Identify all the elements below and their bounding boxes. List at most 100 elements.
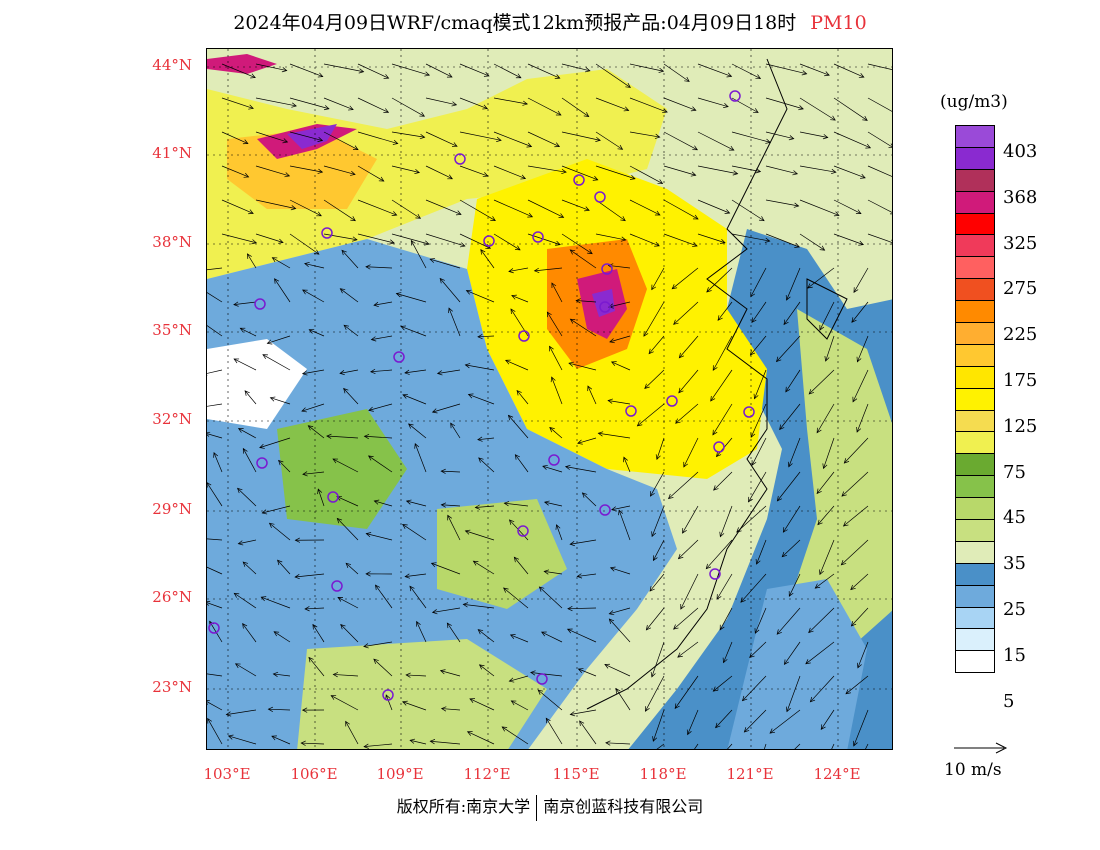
wind-vector xyxy=(817,505,835,525)
wind-vector xyxy=(786,675,801,712)
wind-arrowhead xyxy=(650,671,656,678)
wind-vector xyxy=(207,292,223,303)
wind-vector xyxy=(579,720,597,745)
north-dust-core xyxy=(227,129,377,209)
colorbar-label: 25 xyxy=(1003,599,1026,620)
wind-vector xyxy=(595,97,629,111)
wind-vector xyxy=(468,394,495,405)
wind-arrowhead xyxy=(312,623,318,630)
wind-arrowhead xyxy=(741,695,748,702)
wind-arrowhead xyxy=(648,348,654,355)
colorbar-swatch xyxy=(955,234,995,258)
wind-vector xyxy=(731,63,761,79)
wind-vector xyxy=(234,592,257,609)
wind-vector xyxy=(493,131,532,147)
wind-arrowhead xyxy=(792,170,799,176)
wind-vector xyxy=(595,131,623,150)
wind-vector xyxy=(337,518,359,541)
wind-vector xyxy=(742,675,767,701)
wind-vector xyxy=(697,63,732,77)
wind-vector xyxy=(610,567,631,575)
wind-arrowhead xyxy=(348,105,354,111)
wind-vector xyxy=(853,267,869,293)
wind-vector xyxy=(207,701,223,711)
wind-arrowhead xyxy=(753,393,759,400)
wind-arrowhead xyxy=(259,443,265,449)
lon-label: 103°E xyxy=(203,765,251,783)
wind-arrowhead xyxy=(748,496,753,503)
lon-label: 109°E xyxy=(376,765,424,783)
wind-arrowhead xyxy=(477,334,483,340)
wind-vector xyxy=(289,165,323,173)
city-marker xyxy=(321,227,333,239)
wind-vector xyxy=(425,233,465,247)
wind-vector xyxy=(565,466,597,473)
wind-arrowhead xyxy=(416,620,421,627)
wind-vector xyxy=(375,584,393,609)
wind-vector xyxy=(301,403,325,412)
wind-vector xyxy=(723,641,733,663)
wind-vector xyxy=(357,131,398,144)
wind-arrowhead xyxy=(855,209,862,214)
wind-arrowhead xyxy=(424,71,431,77)
wind-arrowhead xyxy=(440,706,447,712)
wind-vector xyxy=(242,448,257,473)
reference-vector-label: 10 m/s xyxy=(944,760,1002,780)
wind-arrowhead xyxy=(266,339,273,345)
wind-vector xyxy=(373,301,393,306)
wind-vector xyxy=(305,607,325,610)
wind-vector xyxy=(582,492,597,507)
footer-separator xyxy=(536,794,538,821)
colorbar-swatch xyxy=(955,409,995,433)
colorbar-swatch xyxy=(955,606,995,630)
wind-vector xyxy=(570,249,597,269)
wind-arrowhead xyxy=(801,70,808,76)
wind-arrowhead xyxy=(505,359,511,365)
wind-arrowhead xyxy=(555,524,561,530)
wind-arrowhead xyxy=(785,706,791,713)
wind-arrowhead xyxy=(510,308,516,315)
wind-vector xyxy=(609,607,631,615)
wind-vector xyxy=(447,515,461,541)
copyright-left: 版权所有:南京大学 xyxy=(396,797,531,816)
colorbar-label: 75 xyxy=(1003,461,1026,483)
wind-arrowhead xyxy=(830,115,836,121)
wind-vector xyxy=(273,631,291,643)
wind-arrowhead xyxy=(313,249,320,255)
wind-vector xyxy=(209,621,223,643)
wind-arrowhead xyxy=(775,356,782,363)
wind-vector xyxy=(719,505,733,537)
wind-vector xyxy=(867,199,892,213)
wind-arrowhead xyxy=(464,363,471,369)
wind-arrowhead xyxy=(581,492,588,498)
wind-arrowhead xyxy=(692,145,698,151)
wind-vector xyxy=(541,631,563,643)
lon-label: 115°E xyxy=(552,765,600,783)
wind-arrowhead xyxy=(414,169,420,175)
wind-vector xyxy=(317,489,325,507)
wind-arrowhead xyxy=(429,257,436,263)
wind-arrowhead xyxy=(597,431,604,437)
wind-arrowhead xyxy=(350,170,356,176)
wind-vector xyxy=(705,539,733,569)
wind-arrowhead xyxy=(323,105,330,111)
wind-vector xyxy=(807,267,835,289)
wind-arrowhead xyxy=(419,134,426,140)
wind-vector xyxy=(841,539,869,566)
wind-vector xyxy=(781,539,801,557)
wind-arrowhead xyxy=(690,106,697,112)
wind-arrowhead xyxy=(816,427,822,434)
wind-vector xyxy=(825,335,835,362)
wind-vector xyxy=(748,471,767,503)
wind-arrowhead xyxy=(317,136,324,142)
city-marker xyxy=(536,673,548,685)
wind-vector xyxy=(207,673,223,677)
wind-arrowhead xyxy=(820,724,826,731)
wind-vector xyxy=(511,700,529,711)
wind-vector xyxy=(441,708,461,711)
colorbar-swatch xyxy=(955,190,995,214)
wind-vector xyxy=(301,742,325,745)
north-dust xyxy=(207,69,667,279)
wind-vector xyxy=(697,97,729,108)
wind-vector xyxy=(373,658,393,677)
